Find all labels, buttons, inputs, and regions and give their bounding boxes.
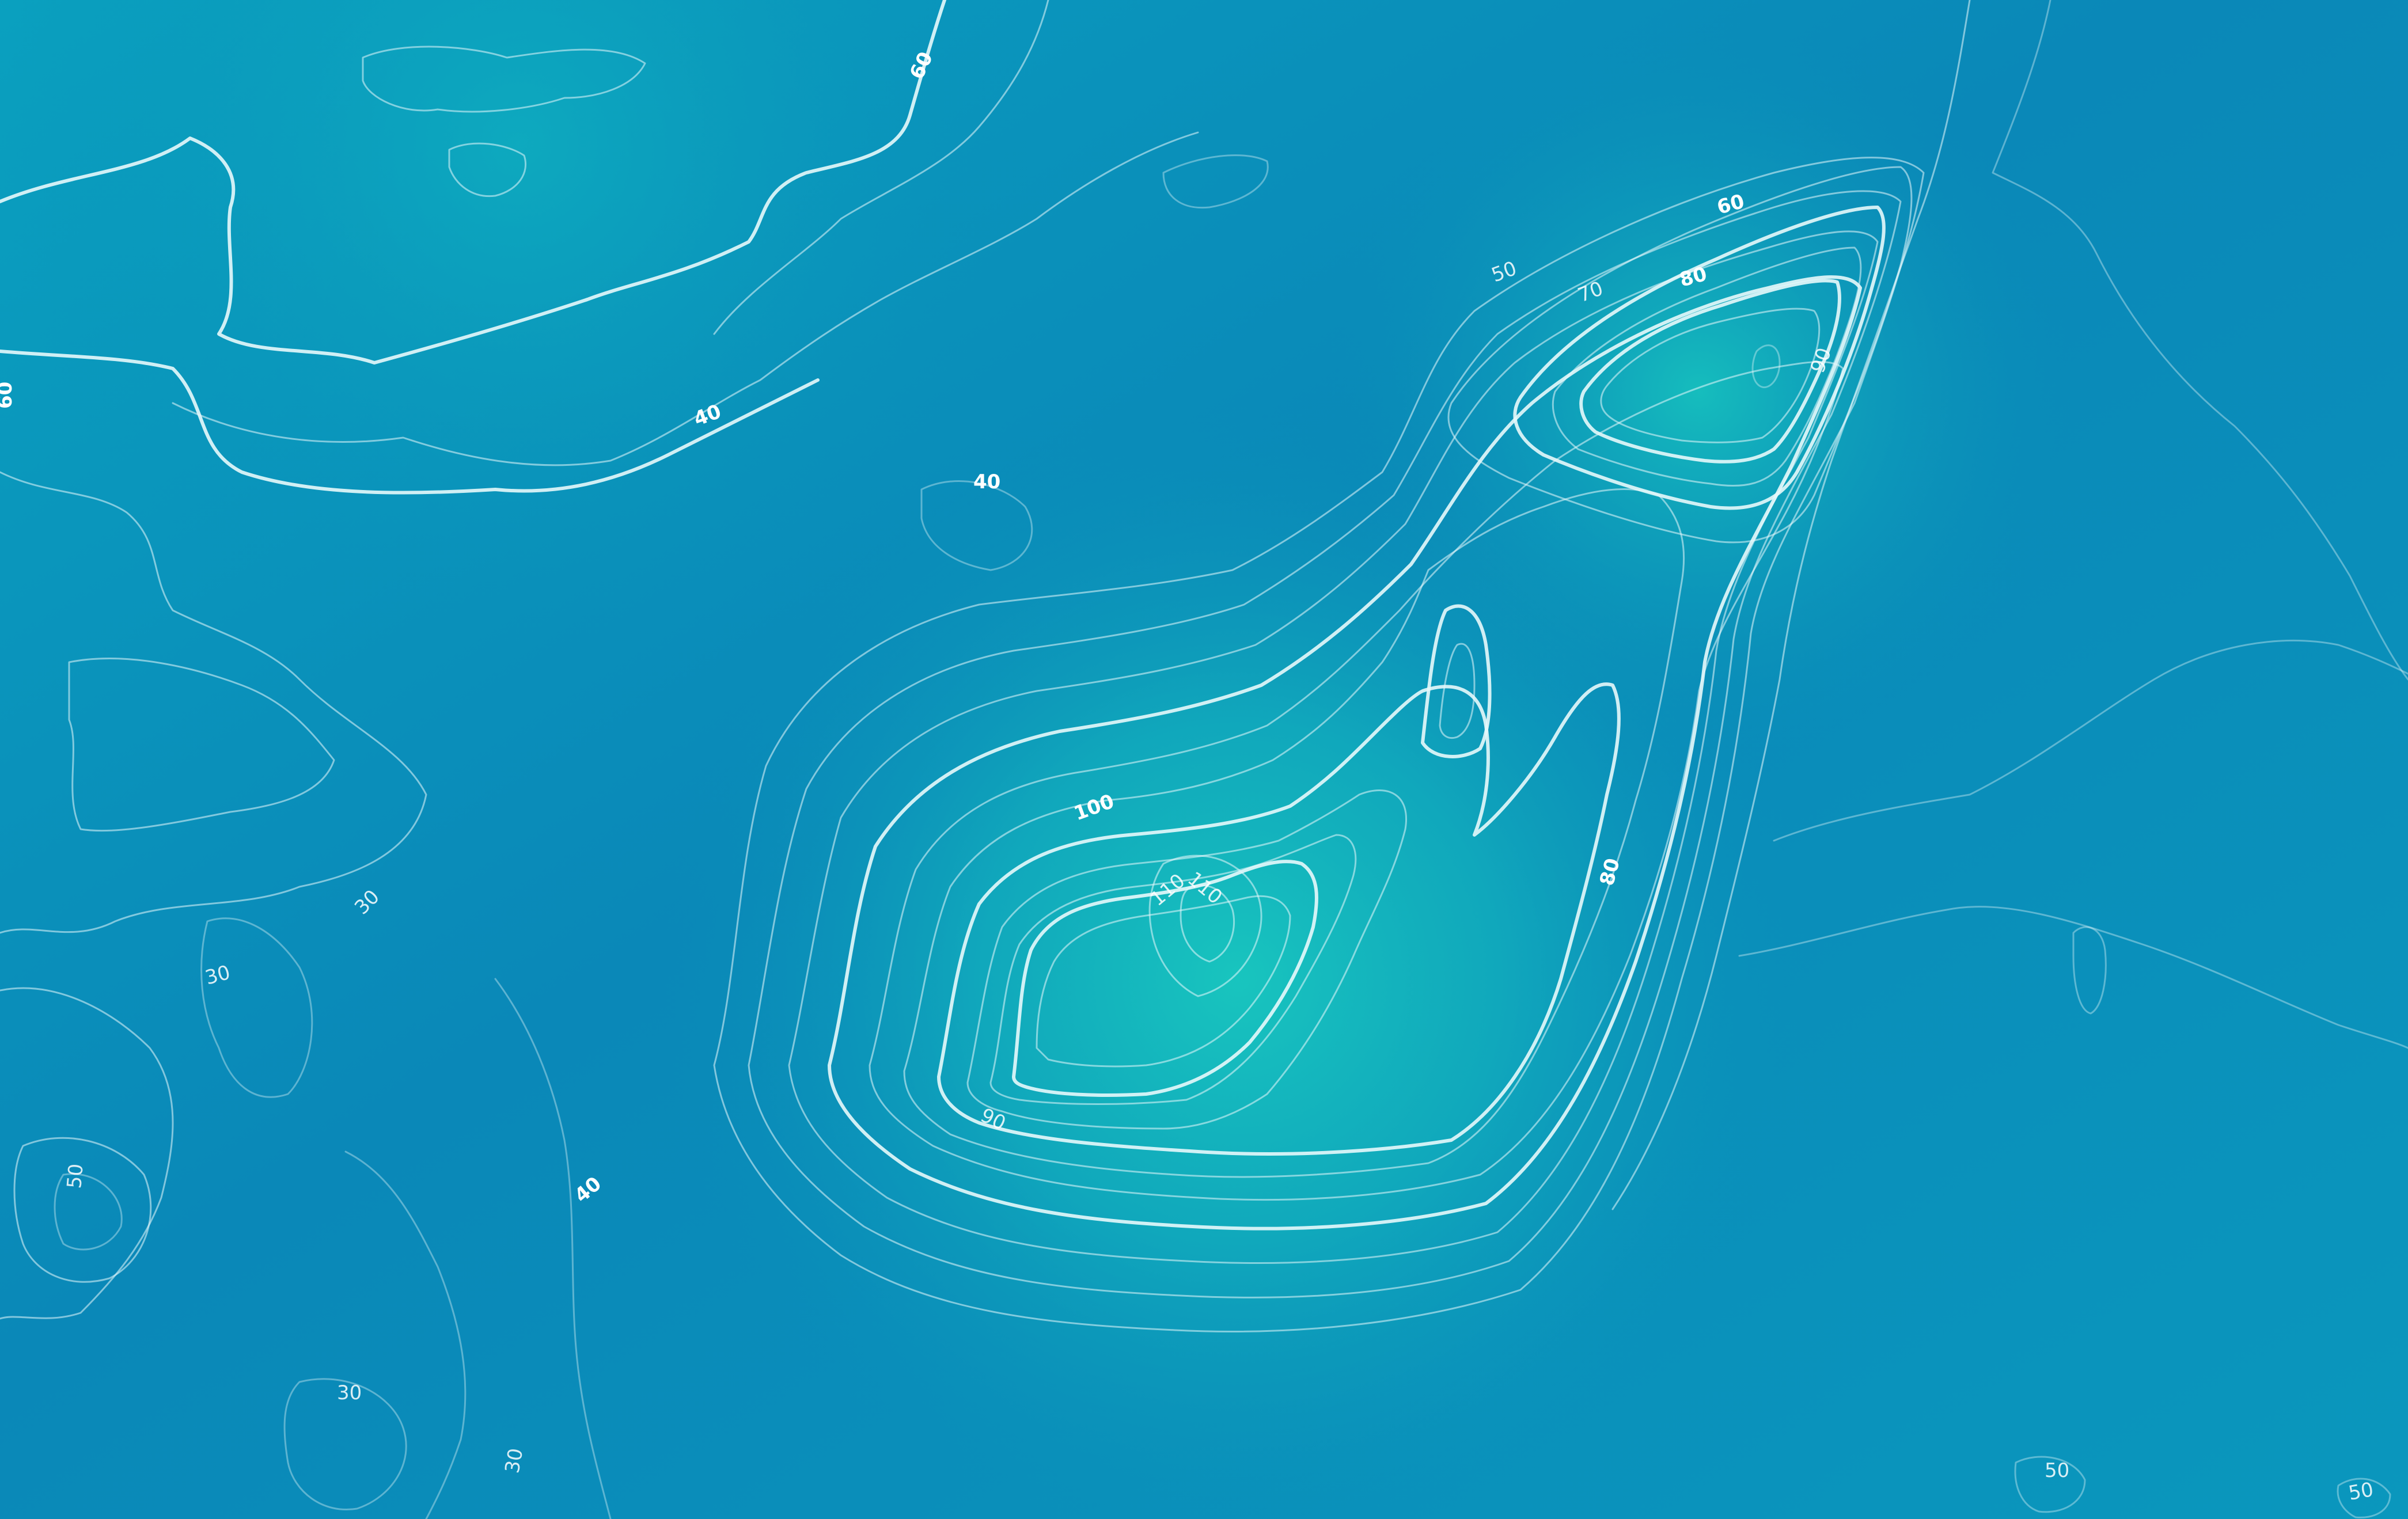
contour-southeast-50-b	[2337, 1478, 2391, 1518]
contour-ridge-loop-inner	[1439, 643, 1476, 739]
contour-110-inner	[1180, 884, 1235, 963]
contour-west-2	[68, 658, 335, 832]
contour-southwest-50-inner	[54, 1173, 123, 1251]
contour-southwest-50	[13, 1137, 152, 1283]
contour-northwest-inner-2	[448, 142, 527, 198]
contour-east-2	[1992, 0, 2408, 681]
contour-label-40-center: 40	[973, 470, 1000, 493]
contour-main-60	[869, 360, 1844, 1201]
contour-south-faint-2	[494, 978, 612, 1519]
contour-110	[1148, 855, 1262, 997]
contour-south-faint-1	[344, 1150, 467, 1519]
contour-ne-70	[1552, 246, 1862, 487]
contour-label-50-southeast-b: 50	[2347, 1478, 2376, 1505]
contour-ridge-loop	[1421, 604, 1492, 758]
contour-label-50-west: 50	[63, 1163, 88, 1190]
contour-west-1	[0, 471, 427, 934]
contour-label-30-d: 30	[500, 1446, 528, 1475]
contour-40-north	[0, 350, 820, 495]
contour-main-outer-3	[788, 230, 1879, 1264]
contour-east-1	[1611, 0, 1971, 1210]
contour-north-50	[713, 0, 1049, 335]
contour-50-main	[828, 275, 1862, 1231]
contour-east-3	[1773, 640, 2408, 842]
contour-main-outer-1	[713, 157, 1925, 1332]
contour-ne-60	[1513, 206, 1886, 510]
contour-main-90-outer	[966, 789, 1407, 1130]
contour-north-band	[172, 131, 1199, 466]
contour-label-30-c: 30	[337, 1381, 362, 1404]
contour-east-4	[1738, 906, 2408, 1049]
contour-northwest-inner-1	[362, 45, 646, 113]
contour-label-50-southeast: 50	[2045, 1459, 2069, 1482]
contour-main-70	[903, 488, 1685, 1178]
contour-ne-80	[1579, 279, 1841, 464]
contour-100-main	[1012, 860, 1318, 1097]
contour-southeast-50	[2014, 1456, 2086, 1513]
contour-northcenter-blob	[1162, 154, 1269, 209]
contour-ne-island	[1751, 344, 1781, 388]
contour-60-northwest	[0, 0, 946, 364]
contour-ne-50	[1447, 166, 1913, 544]
contour-west-faint-1	[200, 917, 313, 1098]
contour-main-outer-2	[748, 190, 1902, 1298]
contour-label-60-west: 60	[0, 382, 17, 409]
contour-main-90	[989, 834, 1357, 1105]
contour-main-100-inner	[1036, 895, 1291, 1068]
contour-west-3	[0, 987, 174, 1320]
contour-ne-90	[1600, 307, 1821, 443]
contour-south-faint-3	[283, 1378, 407, 1510]
contour-east-blob	[2072, 926, 2107, 1015]
contour-center-west-blob	[920, 480, 1033, 571]
contour-80-main	[937, 682, 1621, 1156]
